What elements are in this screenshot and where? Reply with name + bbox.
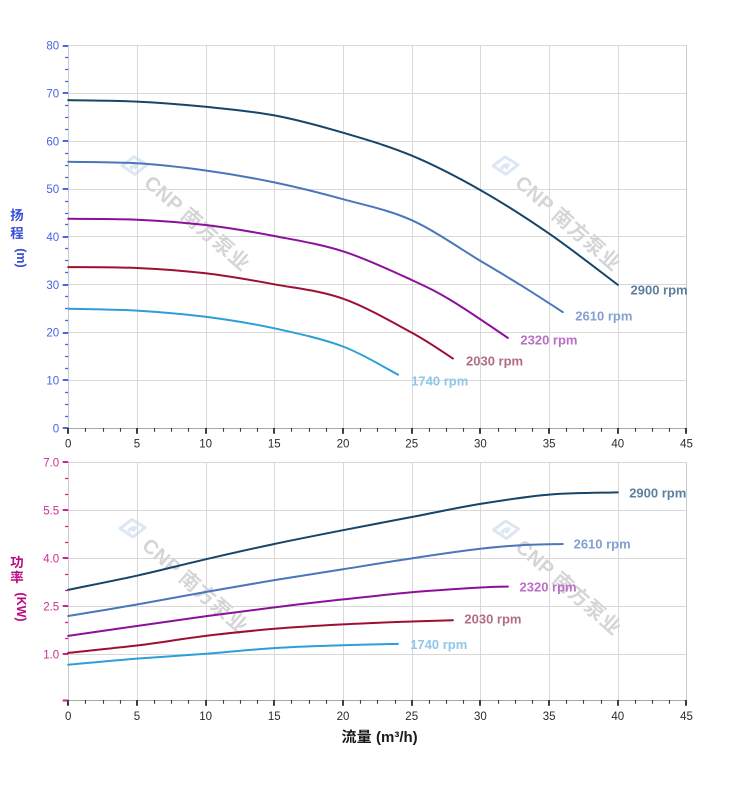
svg-text:15: 15 <box>268 711 281 723</box>
svg-text:15: 15 <box>268 438 281 450</box>
svg-text:2030 rpm: 2030 rpm <box>464 612 521 627</box>
svg-text:5: 5 <box>134 438 140 450</box>
svg-text:40: 40 <box>46 232 59 244</box>
svg-text:35: 35 <box>543 711 556 723</box>
svg-text:10: 10 <box>46 376 59 388</box>
svg-text:2900 rpm: 2900 rpm <box>629 486 686 501</box>
svg-text:2.5: 2.5 <box>43 601 59 613</box>
svg-text:30: 30 <box>46 280 59 292</box>
svg-text:2900 rpm: 2900 rpm <box>631 282 688 297</box>
svg-text:20: 20 <box>337 711 350 723</box>
svg-text:80: 80 <box>46 41 59 53</box>
svg-text:5.5: 5.5 <box>43 505 59 517</box>
svg-text:30: 30 <box>474 711 487 723</box>
svg-text:2320 rpm: 2320 rpm <box>520 580 577 595</box>
svg-text:45: 45 <box>680 438 693 450</box>
svg-text:0: 0 <box>65 711 71 723</box>
svg-text:20: 20 <box>46 328 59 340</box>
svg-text:20: 20 <box>337 438 350 450</box>
svg-text:10: 10 <box>199 438 212 450</box>
svg-text:40: 40 <box>611 711 624 723</box>
svg-text:(KW): (KW) <box>14 592 28 621</box>
svg-text:45: 45 <box>680 711 693 723</box>
svg-text:2320 rpm: 2320 rpm <box>520 333 577 348</box>
svg-text:10: 10 <box>199 711 212 723</box>
svg-text:0: 0 <box>53 423 59 435</box>
svg-text:(m): (m) <box>14 248 28 267</box>
svg-text:40: 40 <box>611 438 624 450</box>
svg-text:1740 rpm: 1740 rpm <box>411 373 468 388</box>
svg-text:2030 rpm: 2030 rpm <box>466 354 523 369</box>
svg-text:30: 30 <box>474 438 487 450</box>
svg-text:4.0: 4.0 <box>43 553 59 565</box>
svg-text:70: 70 <box>46 88 59 100</box>
svg-text:0: 0 <box>65 438 71 450</box>
svg-text:5: 5 <box>134 711 140 723</box>
svg-text:50: 50 <box>46 184 59 196</box>
svg-text:1.0: 1.0 <box>43 650 59 662</box>
svg-text:25: 25 <box>405 711 418 723</box>
svg-text:2610 rpm: 2610 rpm <box>575 309 632 324</box>
svg-text:7.0: 7.0 <box>43 457 59 469</box>
svg-text:35: 35 <box>543 438 556 450</box>
svg-text:25: 25 <box>405 438 418 450</box>
svg-text:(m³/h): (m³/h) <box>376 729 418 746</box>
svg-text:1740 rpm: 1740 rpm <box>410 637 467 652</box>
svg-text:60: 60 <box>46 136 59 148</box>
svg-text:2610 rpm: 2610 rpm <box>574 537 631 552</box>
